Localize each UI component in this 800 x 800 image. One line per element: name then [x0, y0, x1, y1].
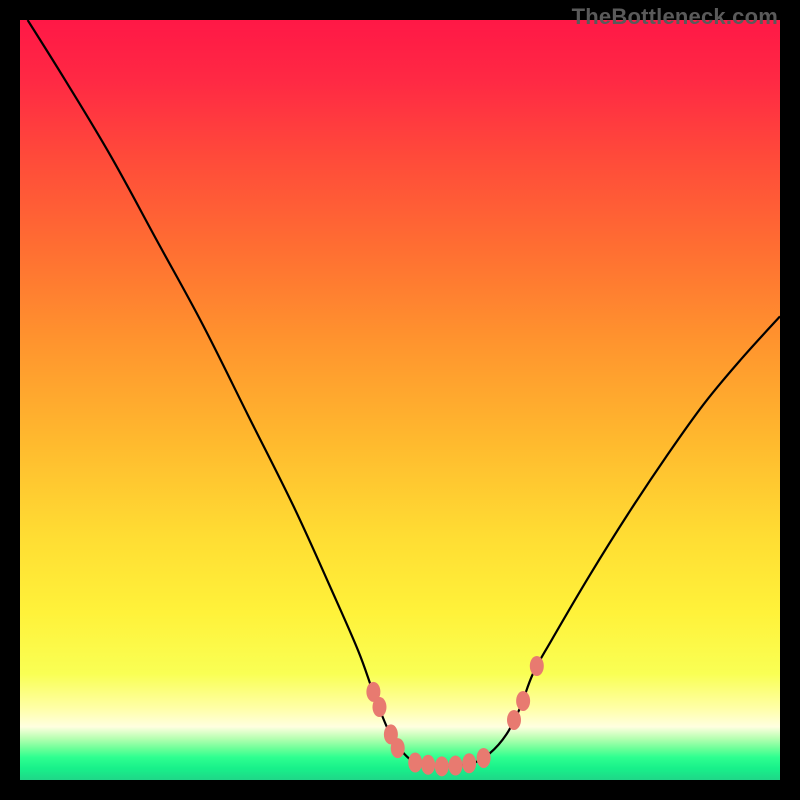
data-marker	[507, 710, 521, 730]
chart-container: TheBottleneck.com	[0, 0, 800, 800]
watermark-text: TheBottleneck.com	[572, 4, 778, 30]
data-marker	[391, 738, 405, 758]
data-marker	[372, 697, 386, 717]
data-marker	[435, 756, 449, 776]
gradient-background	[20, 20, 780, 780]
bottleneck-curve-chart	[20, 20, 780, 780]
plot-area	[20, 20, 780, 780]
data-marker	[408, 753, 422, 773]
data-marker	[421, 755, 435, 775]
data-marker	[516, 691, 530, 711]
data-marker	[530, 656, 544, 676]
data-marker	[477, 748, 491, 768]
data-marker	[462, 753, 476, 773]
data-marker	[448, 756, 462, 776]
